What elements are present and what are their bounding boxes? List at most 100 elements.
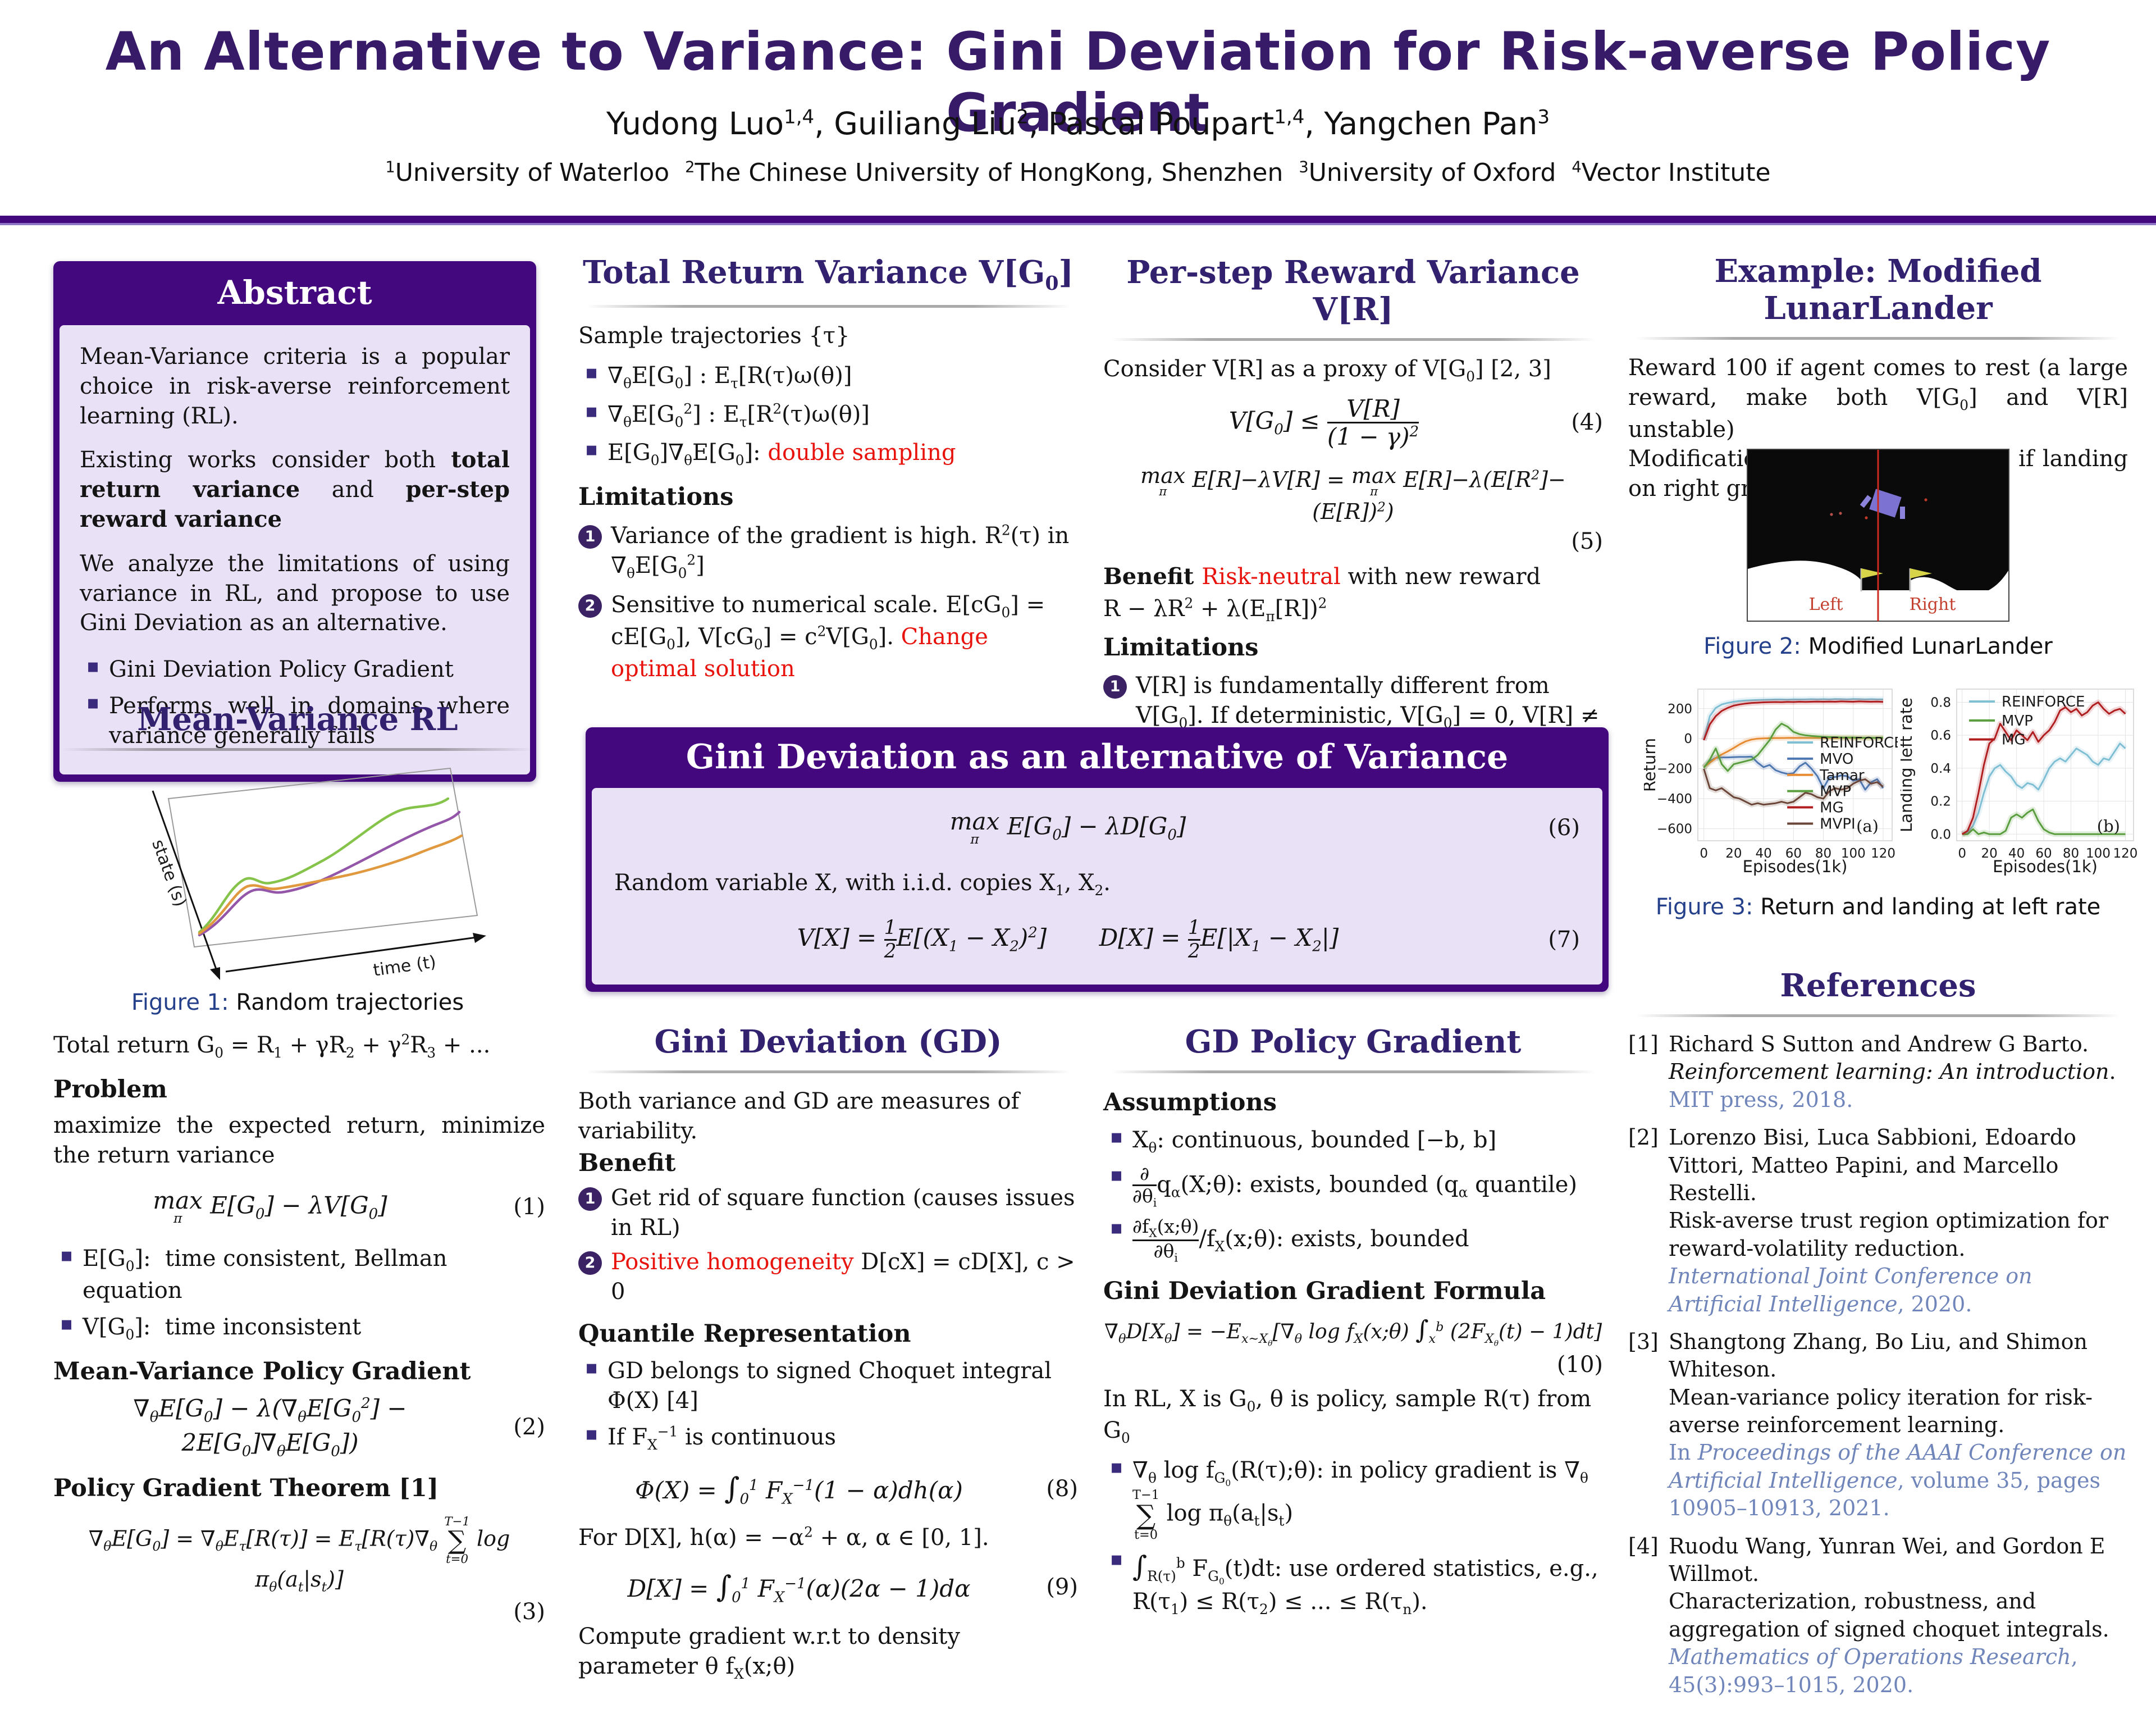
figure3-caption-text: Return and landing at left rate: [1753, 894, 2101, 920]
poster-title: An Alternative to Variance: Gini Deviati…: [105, 21, 2051, 144]
numbered-badge: 2: [578, 594, 602, 618]
gd-heading: Gini Deviation (GD): [654, 1023, 1002, 1060]
equation-9: D[X] = ∫01 FX−1(α)(2α − 1)dα (9): [578, 1567, 1078, 1607]
trajectory-orange: [198, 834, 463, 935]
section-mean-variance-rl: Mean-Variance RL: [53, 701, 542, 764]
numbered-badge: 2: [578, 1251, 602, 1275]
lander-terrain: [1748, 560, 2008, 595]
figure2-caption-text: Modified LunarLander: [1801, 634, 2053, 659]
equation-6-body: max π E[G0] − λD[G0]: [949, 808, 1186, 847]
trv-limitation-2-red: Change optimal solution: [611, 624, 988, 682]
particle-dot: [1830, 513, 1833, 516]
psr-benefit-red: Risk-neutral: [1202, 564, 1341, 590]
reference-body: Shangtong Zhang, Bo Liu, and Shimon Whit…: [1669, 1328, 2128, 1523]
section-gini-deviation: Gini Deviation (GD) Both variance and GD…: [578, 1023, 1078, 1683]
equation-4-number: (4): [1571, 409, 1603, 435]
state-axis-label: state (s): [148, 837, 190, 909]
heading-rule: [586, 305, 1070, 308]
gdpg-bullet: ∫R(τ)b FG0(t)dt: use ordered statistics,…: [1103, 1547, 1603, 1619]
state-axis-arrow: [210, 967, 220, 980]
gdpg-formula-heading: Gini Deviation Gradient Formula: [1103, 1277, 1546, 1306]
reference-number: [3]: [1628, 1329, 1659, 1354]
numbered-badge: 1: [578, 1187, 602, 1211]
figure1-svg: state (s) time (t): [148, 767, 486, 981]
flag-left: [1861, 568, 1883, 578]
svg-text:0: 0: [1958, 846, 1966, 861]
equation-1: max π E[G0] − λV[G0] (1): [53, 1187, 545, 1226]
heading-rule: [1111, 338, 1595, 341]
svg-text:0.6: 0.6: [1930, 728, 1951, 743]
gd-benefit-2-text: D[cX] = cD[X], c > 0: [611, 1248, 1075, 1305]
psr-benefit-line: Benefit Risk-neutral with new reward: [1103, 562, 1603, 592]
abstract-block: Abstract Mean-Variance criteria is a pop…: [53, 261, 536, 782]
equation-1-body: max π E[G0] − λV[G0]: [153, 1187, 387, 1226]
svg-text:Episodes(1k): Episodes(1k): [1993, 857, 2098, 876]
abstract-paragraph: We analyze the limitations of using vari…: [80, 550, 510, 636]
equation-5-body: max π E[R]−λV[R] = max π E[R]−λ(E[R2]−(E[R…: [1140, 463, 1566, 525]
time-axis-arrow: [473, 933, 486, 943]
abstract-heading: Abstract: [217, 274, 372, 312]
svg-text:60: 60: [1785, 846, 1802, 861]
figure1-caption-label: Figure 1:: [131, 990, 229, 1015]
svg-text:Tamar: Tamar: [1819, 767, 1865, 784]
equation-5-number: (5): [1571, 528, 1603, 555]
gdpg-bullet: ∂fX(x;θ)∂θi/fX(x;θ): exists, bounded: [1103, 1215, 1603, 1265]
time-axis: [225, 936, 481, 973]
abstract-body: Mean-Variance criteria is a popular choi…: [60, 325, 530, 774]
reference-item: [3] Shangtong Zhang, Bo Liu, and Shimon …: [1628, 1328, 2128, 1523]
gdpg-bullet: Xθ: continuous, bounded [−b, b]: [1103, 1124, 1603, 1157]
svg-text:40: 40: [2008, 846, 2025, 861]
psr-benefit-rest: with new reward: [1340, 564, 1541, 590]
figure2-caption: Figure 2: Modified LunarLander: [1628, 634, 2128, 659]
gd-intro: Both variance and GD are measures of var…: [578, 1088, 1020, 1144]
equation-9-number: (9): [1046, 1574, 1078, 1601]
chart-svg: 0 20 40 60 80 100 120 200 0 −200 −400 −600 Episodes(…: [1640, 689, 1903, 876]
trv-intro: Sample trajectories {τ}: [578, 323, 850, 349]
abstract-bullet: Gini Deviation Policy Gradient: [80, 654, 510, 685]
particle-dot: [1839, 512, 1842, 515]
svg-text:20: 20: [1725, 846, 1742, 861]
equation-2-body: ∇θE[G0] − λ(∇θE[G02] − 2E[G0]∇θE[G0]): [133, 1394, 407, 1460]
section-total-return-variance: Total Return Variance V[G0] Sample traje…: [578, 254, 1078, 692]
psr-limitations-heading: Limitations: [1103, 633, 1259, 662]
flag-right: [1910, 568, 1932, 578]
gd-mid-line: For D[X], h(α) = −α2 + α, α ∈ [0, 1].: [578, 1524, 989, 1551]
svg-text:0: 0: [1700, 846, 1708, 861]
example-paragraph-1: Reward 100 if agent comes to rest (a lar…: [1628, 355, 2128, 443]
equation-1-number: (1): [513, 1194, 545, 1220]
problem-heading: Problem: [53, 1075, 167, 1104]
equation-3: ∇θE[G0] = ∇θEτ[R(τ)] = Eτ[R(τ)∇θ T−1 ∑ t=0…: [53, 1515, 545, 1627]
pgt-heading: Policy Gradient Theorem [1]: [53, 1474, 439, 1502]
svg-text:200: 200: [1668, 702, 1692, 717]
svg-text:−600: −600: [1657, 822, 1692, 837]
equation-10-number: (10): [1556, 1351, 1603, 1378]
trv-bullet: ∇θE[G0] : Eτ[R(τ)ω(θ)]: [578, 360, 1078, 393]
mvrl-bullet: E[G0]: time consistent, Bellman equation: [53, 1243, 545, 1306]
trv-limitations-heading: Limitations: [578, 483, 734, 512]
reference-venue: In Proceedings of the AAAI Conference on…: [1669, 1440, 2127, 1521]
right-region-label: Right: [1910, 595, 1956, 614]
equation-10: ∇θD[Xθ] = −Ex~Xθ[∇θ log fX(x;θ) ∫xb (2FX…: [1103, 1313, 1603, 1380]
svg-text:−400: −400: [1657, 792, 1692, 806]
poster-page: { "header": { "title": "An Alternative t…: [0, 0, 2156, 1617]
equation-8: Φ(X) = ∫01 FX−1(1 − α)dh(α) (8): [578, 1469, 1078, 1509]
abstract-paragraph: Existing works consider both total retur…: [80, 446, 510, 532]
gd-benefit-1-text: Get rid of square function (causes issue…: [611, 1185, 1075, 1241]
trajectory-purple: [198, 810, 461, 937]
reference-body: Lorenzo Bisi, Luca Sabbioni, Edoardo Vit…: [1669, 1124, 2128, 1318]
svg-text:MVO: MVO: [1820, 751, 1853, 768]
section-gd-policy-gradient: GD Policy Gradient Assumptions Xθ: conti…: [1103, 1023, 1603, 1626]
example-heading: Example: Modified LunarLander: [1714, 253, 2042, 327]
lander-leg-right: [1900, 507, 1905, 519]
numbered-badge: 1: [1103, 675, 1127, 699]
gd-benefit-2: 2 Positive homogeneity D[cX] = cD[X], c …: [578, 1247, 1078, 1307]
trv-limitation-1-text: Variance of the gradient is high. R2(τ) …: [611, 522, 1070, 581]
reference-text: Shangtong Zhang, Bo Liu, and Shimon Whit…: [1669, 1329, 2093, 1438]
abstract-bullet: Performs well in domains where variance …: [80, 690, 510, 751]
svg-text:(a): (a): [1856, 817, 1879, 836]
figure1-caption: Figure 1: Random trajectories: [53, 990, 542, 1015]
trajectory-green: [198, 797, 450, 934]
mvrl-body: Total return G0 = R1 + γR2 + γ2R3 + ... …: [53, 1031, 545, 1638]
figure3-caption: Figure 3: Return and landing at left rat…: [1628, 894, 2128, 920]
svg-text:MVP: MVP: [1820, 783, 1851, 800]
